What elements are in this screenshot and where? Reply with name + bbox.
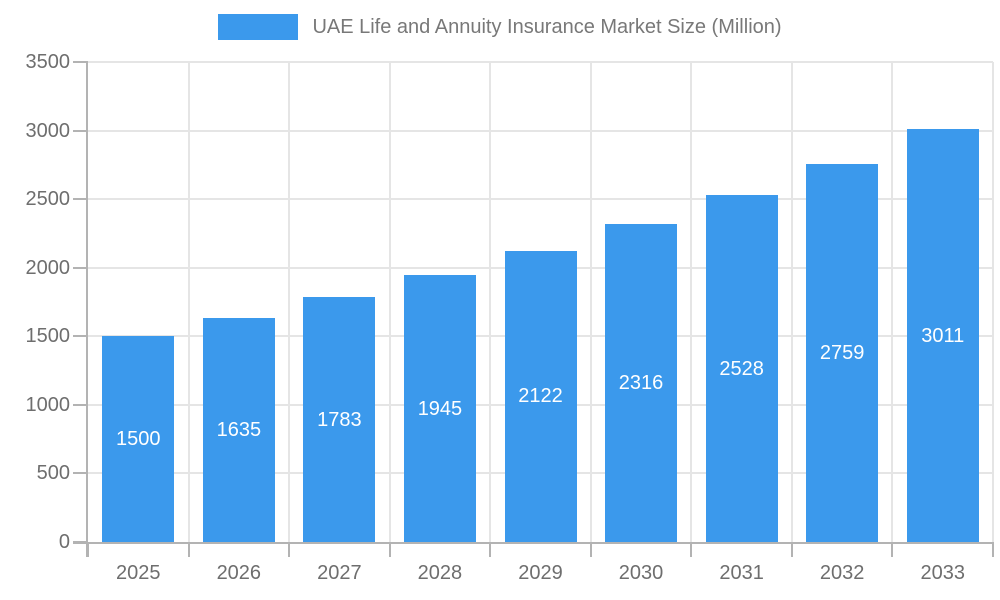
x-tick [790,542,793,557]
y-tick [73,198,88,201]
x-gridline [388,62,391,542]
x-tick [489,542,492,557]
bar-value-label: 1783 [317,408,362,431]
x-axis-label: 2029 [518,562,563,584]
y-axis-label: 2500 [25,188,71,211]
y-gridline [88,198,993,201]
bar-2028[interactable] [403,275,476,542]
y-tick [73,403,88,406]
bar-2027[interactable] [303,297,376,542]
bar-2030[interactable] [605,224,678,542]
y-axis-label: 2000 [25,256,71,279]
legend-swatch-icon[interactable] [218,14,299,40]
bar-2026[interactable] [202,317,275,542]
x-axis-label: 2033 [920,562,965,584]
y-tick [73,472,88,475]
x-axis-label: 2025 [116,562,161,584]
legend-label: UAE Life and Annuity Insurance Market Si… [312,15,782,38]
y-axis-label: 1000 [25,393,71,416]
bar-value-label: 2759 [819,341,865,364]
y-tick [73,129,88,132]
x-axis-label: 2026 [216,562,262,584]
x-axis-line [73,542,993,544]
x-gridline [690,62,693,542]
x-axis-label: 2030 [618,562,664,584]
bar-value-label: 2122 [518,385,563,408]
x-axis-label: 2031 [719,562,764,584]
bar-2031[interactable] [705,195,778,542]
x-gridline [589,62,592,542]
bar-value-label: 2316 [618,372,664,395]
x-gridline [891,62,894,542]
x-tick [388,542,391,557]
x-tick [891,542,894,557]
bar-2025[interactable] [102,336,175,542]
y-axis-line [86,62,88,557]
x-tick [187,542,190,557]
x-gridline [288,62,291,542]
x-gridline [992,62,994,542]
bar-2033[interactable] [906,129,979,542]
x-tick [589,542,592,557]
bar-value-label: 1635 [216,418,262,441]
y-gridline [88,129,993,132]
x-tick [690,542,693,557]
x-axis-label: 2027 [317,562,362,584]
x-axis-label: 2032 [819,562,865,584]
bar-value-label: 3011 [921,324,965,347]
y-tick [73,266,88,269]
x-tick [992,542,994,557]
bar-2032[interactable] [806,163,879,542]
y-axis-label: 0 [58,531,70,553]
bar-2029[interactable] [504,250,577,542]
x-axis-label: 2028 [417,562,463,584]
x-gridline [790,62,793,542]
bar-value-label: 1500 [116,428,161,451]
y-axis-label: 3000 [25,119,71,142]
bar-value-label: 2528 [719,357,764,380]
y-gridline [88,61,993,63]
y-tick [73,335,88,338]
x-tick [288,542,291,557]
legend[interactable]: UAE Life and Annuity Insurance Market Si… [0,14,1000,40]
x-tick [87,542,89,557]
y-tick [73,61,88,63]
bar-value-label: 1945 [417,397,463,420]
y-axis-label: 1500 [25,325,71,348]
y-axis-label: 3500 [25,51,71,73]
x-gridline [489,62,492,542]
y-axis-label: 500 [36,462,70,485]
x-gridline [187,62,190,542]
